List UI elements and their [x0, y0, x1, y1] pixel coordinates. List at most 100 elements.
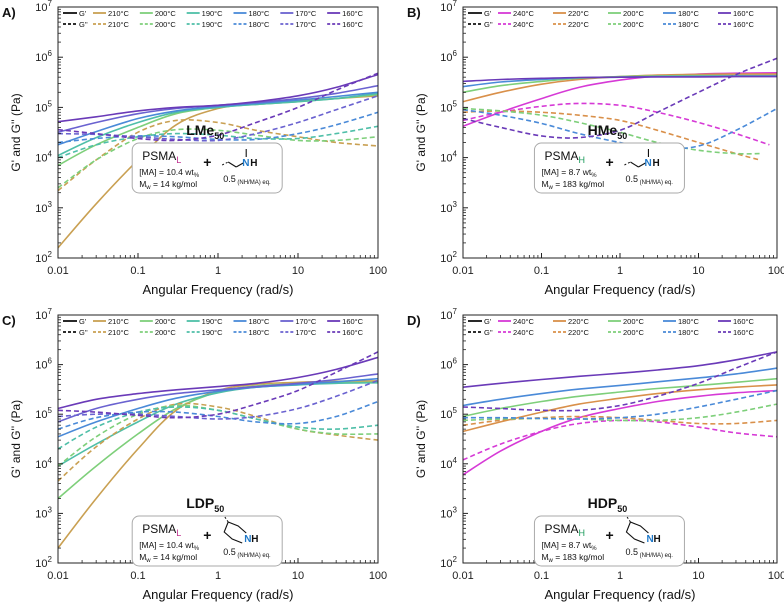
chart-title-main: HMe [588, 122, 618, 138]
legend-label: 220°C [568, 317, 590, 326]
inset-box [533, 142, 685, 194]
x-axis-label: Angular Frequency (rad/s) [142, 282, 293, 297]
legend-label: 180°C [678, 328, 700, 337]
legend-label: 190°C [202, 328, 224, 337]
y-tick-exponent: 4 [453, 456, 458, 465]
series-line [463, 351, 777, 412]
y-tick-label: 103 [35, 505, 52, 520]
y-tick-base: 10 [440, 360, 452, 372]
series-line [463, 377, 777, 418]
methyl-bond-dashed [221, 161, 229, 166]
inset-eq-value: 0.5 [223, 547, 236, 557]
chart-title-subscript: 50 [617, 131, 627, 141]
legend-label: 160°C [342, 20, 364, 29]
y-tick-exponent: 3 [48, 200, 53, 209]
y-tick-base: 10 [440, 459, 452, 471]
inset-mw-subscript: w [548, 185, 554, 191]
x-tick-label: 0.01 [452, 570, 473, 582]
y-tick-label: 104 [35, 150, 52, 165]
inset-box [131, 515, 283, 567]
legend-label: 180°C [249, 9, 271, 18]
y-tick-base: 10 [35, 52, 47, 64]
y-tick-label: 102 [440, 250, 457, 265]
legend-label: 200°C [155, 317, 177, 326]
inset-eq-value: 0.5 [625, 547, 638, 557]
y-tick-base: 10 [440, 558, 452, 570]
legend-label: 240°C [513, 328, 535, 337]
inset-ma-subscript: % [194, 546, 200, 552]
series-line [463, 389, 777, 420]
amine-nitrogen: N [244, 534, 251, 545]
legend-label-gp: G' [79, 317, 87, 326]
amine-nitrogen: N [242, 158, 249, 169]
x-tick-label: 1 [215, 265, 221, 277]
series-line [58, 406, 378, 450]
y-tick-exponent: 7 [453, 0, 458, 8]
ring-bond-dashed [223, 515, 229, 523]
y-tick-exponent: 4 [453, 150, 458, 159]
series-group [463, 57, 777, 161]
inset-mw-line: Mw = 183 kg/mol [541, 179, 604, 191]
amine-nitrogen: N [644, 158, 651, 169]
legend-label: 200°C [155, 9, 177, 18]
composition-inset: PSMAH +[MA] = 8.7 wt%Mw = 183 kg/mol 0.5 (… [533, 142, 685, 194]
y-tick-exponent: 6 [48, 49, 53, 58]
inset-mw-prefix: M [139, 179, 146, 189]
inset-ma-line: [MA] = 8.7 wt% [541, 167, 597, 179]
y-tick-label: 105 [35, 406, 52, 421]
inset-eq-unit: (NH/MA) eq. [638, 180, 673, 186]
legend-label: 220°C [568, 328, 590, 337]
y-tick-label: 103 [440, 200, 457, 215]
y-tick-label: 107 [35, 307, 52, 322]
inset-mw-prefix: M [541, 179, 548, 189]
legend-label: 160°C [342, 328, 364, 337]
y-tick-label: 102 [35, 555, 52, 570]
y-tick-label: 106 [35, 357, 52, 372]
panel-label: D) [407, 313, 421, 328]
y-tick-exponent: 6 [453, 49, 458, 58]
inset-mw-value: = 183 kg/mol [553, 179, 604, 189]
legend: G' G'' 240°C 240°C 220°C 220°C 200°C 200°C 180°C… [468, 317, 755, 337]
panel-label: A) [2, 5, 16, 20]
inset-ma-subscript: % [591, 173, 597, 179]
y-tick-exponent: 3 [453, 200, 458, 209]
y-tick-exponent: 7 [48, 307, 53, 316]
series-line [463, 107, 760, 155]
legend-label: 200°C [155, 328, 177, 337]
inset-polymer-name: PSMA [544, 522, 578, 536]
series-line [58, 382, 378, 467]
bond [227, 161, 237, 168]
x-tick-label: 0.1 [534, 570, 549, 582]
series-line [463, 419, 777, 461]
inset-polymer: PSMAH [544, 522, 585, 538]
series-line [463, 57, 777, 139]
inset-plus: + [605, 527, 613, 543]
series-line [58, 92, 378, 157]
x-tick-label: 0.1 [534, 265, 549, 277]
y-tick-exponent: 7 [48, 0, 53, 8]
series-line [463, 73, 777, 103]
y-tick-base: 10 [440, 102, 452, 114]
amine-nitrogen: N [646, 534, 653, 545]
piperidine-ring [223, 521, 247, 544]
inset-mw-line: Mw = 14 kg/mol [139, 552, 197, 564]
legend-label: 160°C [342, 9, 364, 18]
y-tick-base: 10 [440, 253, 452, 265]
legend-label-gp: G' [484, 9, 492, 18]
legend-label: 170°C [295, 20, 317, 29]
y-tick-exponent: 6 [48, 357, 53, 366]
y-tick-exponent: 4 [48, 456, 53, 465]
x-tick-label: 1 [617, 265, 623, 277]
legend-label: 190°C [202, 317, 224, 326]
y-tick-label: 102 [440, 555, 457, 570]
legend-label: 200°C [623, 317, 645, 326]
legend-label-gpp: G'' [79, 328, 88, 337]
y-tick-label: 102 [35, 250, 52, 265]
legend-label: 180°C [678, 20, 700, 29]
chart-title: HDP50 [588, 495, 628, 514]
inset-mw-prefix: M [139, 552, 146, 562]
legend-label: 160°C [733, 20, 755, 29]
y-tick-exponent: 5 [453, 406, 458, 415]
y-tick-label: 105 [35, 99, 52, 114]
